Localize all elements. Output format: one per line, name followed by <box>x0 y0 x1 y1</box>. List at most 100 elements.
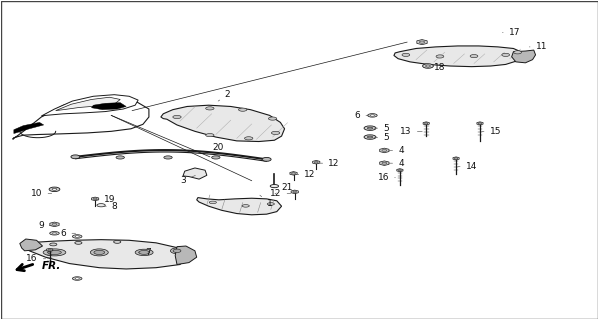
Polygon shape <box>290 172 297 175</box>
Ellipse shape <box>244 137 253 140</box>
Text: 20: 20 <box>206 143 224 154</box>
Ellipse shape <box>211 156 220 159</box>
Ellipse shape <box>314 162 318 163</box>
Polygon shape <box>14 123 44 133</box>
Ellipse shape <box>97 204 105 207</box>
Ellipse shape <box>242 204 249 207</box>
Text: 10: 10 <box>31 189 52 198</box>
Ellipse shape <box>238 108 247 111</box>
Text: 16: 16 <box>26 254 46 263</box>
Text: 1: 1 <box>260 195 273 207</box>
Polygon shape <box>92 103 126 110</box>
Ellipse shape <box>271 131 280 134</box>
Ellipse shape <box>367 136 373 138</box>
Ellipse shape <box>114 240 121 243</box>
Polygon shape <box>47 248 53 252</box>
Ellipse shape <box>164 156 172 159</box>
Ellipse shape <box>367 127 373 129</box>
Ellipse shape <box>398 170 401 171</box>
Polygon shape <box>56 97 120 111</box>
Text: 3: 3 <box>180 175 195 185</box>
Polygon shape <box>423 122 429 125</box>
Ellipse shape <box>48 250 61 254</box>
Ellipse shape <box>270 185 279 188</box>
Ellipse shape <box>470 54 478 58</box>
Ellipse shape <box>293 191 297 193</box>
Ellipse shape <box>72 277 82 280</box>
Ellipse shape <box>93 198 97 200</box>
Ellipse shape <box>52 188 57 190</box>
Text: 5: 5 <box>374 133 389 142</box>
Ellipse shape <box>436 55 444 58</box>
Text: 15: 15 <box>482 127 501 136</box>
Text: 4: 4 <box>389 159 404 168</box>
Ellipse shape <box>402 53 410 56</box>
Text: 8: 8 <box>104 202 117 211</box>
Text: 7: 7 <box>138 248 151 257</box>
Text: 16: 16 <box>377 173 395 182</box>
Ellipse shape <box>52 223 57 225</box>
Ellipse shape <box>71 155 80 159</box>
Ellipse shape <box>455 158 458 159</box>
Polygon shape <box>291 190 298 194</box>
Ellipse shape <box>75 278 79 279</box>
Text: 6: 6 <box>60 229 75 238</box>
Polygon shape <box>453 157 459 160</box>
Polygon shape <box>397 169 403 172</box>
Ellipse shape <box>205 133 214 137</box>
Ellipse shape <box>173 249 181 252</box>
Text: 19: 19 <box>96 195 116 204</box>
Ellipse shape <box>49 187 60 192</box>
Ellipse shape <box>292 172 295 174</box>
Ellipse shape <box>116 156 125 159</box>
Ellipse shape <box>50 243 57 246</box>
Polygon shape <box>25 240 186 269</box>
Polygon shape <box>477 122 483 125</box>
Ellipse shape <box>52 233 56 234</box>
Polygon shape <box>161 105 285 141</box>
Ellipse shape <box>139 251 150 254</box>
Ellipse shape <box>364 135 376 139</box>
Ellipse shape <box>90 249 108 256</box>
Ellipse shape <box>94 250 105 254</box>
Ellipse shape <box>426 65 430 67</box>
Text: 12: 12 <box>320 159 340 168</box>
Text: 14: 14 <box>458 162 477 171</box>
Polygon shape <box>183 168 207 179</box>
Text: 5: 5 <box>374 124 389 132</box>
Ellipse shape <box>135 249 153 256</box>
Polygon shape <box>512 50 536 63</box>
Ellipse shape <box>268 117 277 120</box>
Ellipse shape <box>75 241 82 244</box>
Polygon shape <box>50 222 59 227</box>
Ellipse shape <box>514 51 522 54</box>
Ellipse shape <box>171 248 183 254</box>
Text: 17: 17 <box>503 28 520 37</box>
Ellipse shape <box>205 107 214 110</box>
Ellipse shape <box>50 232 59 235</box>
Ellipse shape <box>75 236 79 237</box>
Ellipse shape <box>370 115 374 116</box>
Polygon shape <box>417 40 427 45</box>
Polygon shape <box>313 160 320 164</box>
Text: 13: 13 <box>400 127 422 136</box>
Text: 6: 6 <box>355 111 368 120</box>
Ellipse shape <box>479 123 482 124</box>
Ellipse shape <box>209 201 216 204</box>
Text: 18: 18 <box>428 63 446 72</box>
Ellipse shape <box>425 123 428 124</box>
Ellipse shape <box>382 149 387 151</box>
Ellipse shape <box>267 203 274 205</box>
Polygon shape <box>20 239 43 251</box>
Polygon shape <box>196 197 282 215</box>
Ellipse shape <box>48 249 52 251</box>
Polygon shape <box>92 197 99 201</box>
Ellipse shape <box>423 64 433 68</box>
Polygon shape <box>13 98 149 139</box>
Text: 12: 12 <box>270 189 291 198</box>
Ellipse shape <box>382 162 387 164</box>
Ellipse shape <box>262 157 271 161</box>
Text: 12: 12 <box>297 170 316 179</box>
Ellipse shape <box>43 249 66 256</box>
Text: 11: 11 <box>530 42 547 52</box>
